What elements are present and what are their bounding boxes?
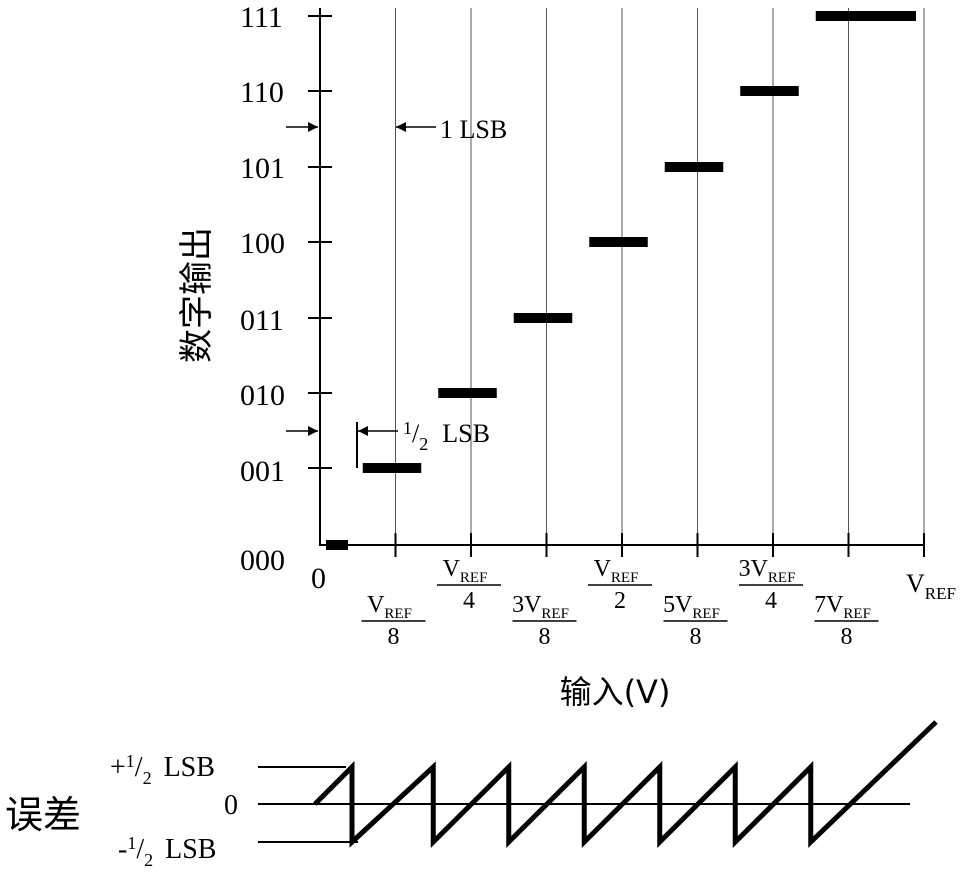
step-segment [664, 162, 724, 172]
step-segment [740, 86, 799, 96]
y-code-label: 010 [240, 379, 285, 412]
one-lsb-annotation: 1 LSB [286, 115, 507, 144]
fraction-numerator: 3VREF [512, 592, 569, 622]
y-code-labels: 111 110 101 100 011 010 001 000 [240, 1, 285, 577]
step-segment [815, 11, 916, 21]
x-origin-label: 0 [311, 562, 326, 595]
step-segment [362, 463, 422, 473]
one-lsb-label: 1 LSB [440, 115, 507, 144]
error-y-label: 误差 [5, 793, 81, 837]
y-code-label: 110 [240, 76, 284, 109]
step-segment [326, 540, 348, 550]
y-code-label: 100 [240, 227, 285, 260]
fraction-numerator: VREF [443, 556, 488, 586]
fraction-denominator: 8 [690, 624, 702, 650]
half-lsb-den: 2 [419, 434, 428, 454]
fraction-numerator: 7VREF [814, 592, 871, 622]
y-code-label: 000 [240, 544, 285, 577]
error-plot: 误差 +1/2 LSB 0 -1/2 LSB [5, 720, 938, 870]
tick-marks [308, 15, 925, 557]
svg-text:VREF: VREF [906, 569, 956, 603]
fraction-numerator: 5VREF [663, 592, 720, 622]
fraction-numerator: VREF [367, 592, 412, 622]
x-axis-label: 输入(V) [560, 673, 671, 711]
fraction-denominator: 4 [463, 588, 475, 614]
fraction-denominator: 8 [841, 624, 853, 650]
half-lsb-text: LSB [442, 419, 490, 448]
x-end-sub: REF [925, 584, 956, 603]
grid-lines [395, 8, 925, 545]
fraction-denominator: 8 [388, 624, 400, 650]
x-end-label: VREF [906, 569, 956, 603]
error-sawtooth [313, 720, 938, 849]
y-code-label: 001 [240, 455, 285, 488]
step-segment [589, 237, 648, 247]
fraction-denominator: 4 [765, 588, 777, 614]
transfer-steps [326, 11, 916, 550]
fraction-denominator: 2 [614, 588, 626, 614]
y-code-label: 111 [240, 1, 283, 34]
step-segment [438, 388, 497, 398]
y-code-label: 101 [240, 152, 285, 185]
x-end-main: V [906, 569, 925, 598]
error-level-zero: 0 [224, 790, 238, 821]
fraction-numerator: 3VREF [739, 556, 796, 586]
y-code-label: 011 [240, 304, 284, 337]
half-lsb-annotation: 1/2 LSB [286, 418, 490, 468]
fraction-numerator: VREF [594, 556, 639, 586]
fraction-denominator: 8 [539, 624, 551, 650]
error-level-plus: +1/2 LSB [110, 751, 215, 788]
y-axis-label: 数字输出 [177, 227, 217, 363]
half-lsb-num: 1 [403, 418, 412, 438]
error-level-minus: -1/2 LSB [118, 833, 216, 870]
step-segment [513, 313, 573, 323]
